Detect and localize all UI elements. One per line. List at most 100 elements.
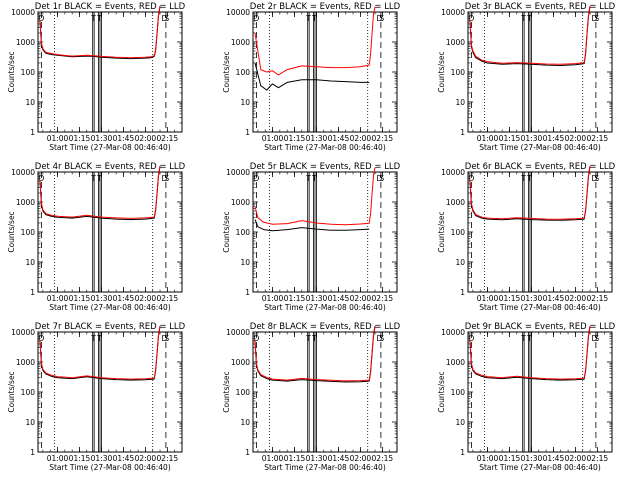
- x-tick-label: 02:15: [587, 294, 609, 303]
- y-tick-label: 100: [236, 388, 251, 397]
- x-tick-label: 02:00: [350, 294, 372, 303]
- flag-label-left: D: [468, 334, 474, 343]
- flag-label-mid: T: [90, 174, 96, 183]
- flag-label-right: S: [164, 334, 169, 343]
- flag-label-right: D: [591, 334, 597, 343]
- x-axis-label: Start Time (27-Mar-08 00:46:40): [49, 143, 171, 152]
- y-tick-label: 100: [21, 68, 36, 77]
- x-tick-label: 01:30: [91, 454, 113, 463]
- y-axis-label: Counts/sec: [437, 51, 446, 92]
- panel-3: Det 3r BLACK = Events, RED = LLD 1 10 100 10…: [437, 2, 616, 152]
- y-axis-label: Counts/sec: [7, 51, 16, 92]
- x-tick-label: 02:15: [157, 134, 179, 143]
- x-axis-label: Start Time (27-Mar-08 00:46:40): [49, 303, 171, 312]
- panel-8: Det 8r BLACK = Events, RED = LLD 1 10 100 10…: [222, 322, 401, 472]
- y-tick-label: 10: [25, 258, 35, 267]
- panel-7: Det 7r BLACK = Events, RED = LLD 1 10 100 10…: [7, 322, 186, 472]
- flag-label-right: D: [161, 14, 167, 23]
- panel-1: Det 1r BLACK = Events, RED = LLD 1 10 100 10…: [7, 2, 186, 152]
- flag-label-right: D: [376, 14, 382, 23]
- flag-label-mid: T: [90, 334, 96, 343]
- y-tick-label: 10000: [11, 328, 35, 337]
- lld-rate-line: [39, 5, 161, 59]
- x-tick-label: 01:00: [262, 134, 284, 143]
- x-tick-label: 01:15: [499, 294, 521, 303]
- flag-label-right: S: [594, 334, 599, 343]
- y-tick-label: 10: [25, 418, 35, 427]
- x-tick-label: 01:45: [543, 294, 565, 303]
- x-tick-label: 02:15: [372, 294, 394, 303]
- x-tick-label: 01:45: [328, 454, 350, 463]
- y-tick-label: 100: [236, 68, 251, 77]
- y-tick-label: 10: [455, 98, 465, 107]
- y-tick-label: 10000: [226, 328, 250, 337]
- plot-frame: [37, 331, 183, 453]
- x-axis-label: Start Time (27-Mar-08 00:46:40): [264, 143, 386, 152]
- flag-label-left: D: [253, 14, 259, 23]
- flag-label-right: S: [379, 174, 384, 183]
- y-axis-label: Counts/sec: [7, 371, 16, 412]
- y-tick-label: 10: [455, 418, 465, 427]
- flag-label-right: S: [164, 14, 169, 23]
- x-tick-label: 02:15: [372, 134, 394, 143]
- y-axis-label: Counts/sec: [437, 371, 446, 412]
- x-tick-label: 01:30: [91, 134, 113, 143]
- x-tick-label: 01:15: [69, 454, 91, 463]
- flag-label-mid: T: [90, 14, 96, 23]
- event-rate-line: [254, 219, 370, 232]
- x-tick-label: 01:30: [91, 294, 113, 303]
- x-axis-label: Start Time (27-Mar-08 00:46:40): [49, 463, 171, 472]
- lld-rate-line: [39, 325, 161, 380]
- flag-label-left: D: [253, 174, 259, 183]
- y-tick-label: 100: [21, 228, 36, 237]
- x-tick-label: 02:00: [565, 294, 587, 303]
- lld-rate-line: [469, 325, 591, 380]
- panel-title: Det 5r BLACK = Events, RED = LLD: [250, 162, 401, 172]
- flag-label-mid: T: [520, 174, 526, 183]
- y-tick-label: 1000: [16, 198, 35, 207]
- flag-label-left: D: [468, 14, 474, 23]
- x-axis-label: Start Time (27-Mar-08 00:46:40): [479, 303, 601, 312]
- x-tick-label: 01:45: [113, 294, 135, 303]
- y-tick-label: 1000: [16, 38, 35, 47]
- x-axis-label: Start Time (27-Mar-08 00:46:40): [479, 463, 601, 472]
- y-tick-label: 1000: [446, 38, 465, 47]
- y-tick-label: 1000: [16, 358, 35, 367]
- flag-label-mid: T: [305, 14, 311, 23]
- x-tick-label: 01:00: [47, 454, 69, 463]
- y-axis-label: Counts/sec: [222, 371, 231, 412]
- flag-label-left: D: [38, 174, 44, 183]
- x-tick-label: 01:00: [262, 454, 284, 463]
- flag-label-mid: T: [311, 14, 317, 23]
- flag-label-mid: T: [96, 334, 102, 343]
- y-tick-label: 10: [240, 98, 250, 107]
- y-tick-label: 1000: [231, 38, 250, 47]
- y-axis-label: Counts/sec: [222, 51, 231, 92]
- y-tick-label: 10000: [11, 8, 35, 17]
- y-tick-label: 1: [30, 448, 35, 457]
- panel-title: Det 6r BLACK = Events, RED = LLD: [465, 162, 616, 172]
- y-tick-label: 1000: [446, 358, 465, 367]
- x-tick-label: 01:15: [284, 294, 306, 303]
- panel-2: Det 2r BLACK = Events, RED = LLD 1 10 100 10…: [222, 2, 401, 152]
- x-tick-label: 01:30: [521, 454, 543, 463]
- panel-title: Det 8r BLACK = Events, RED = LLD: [250, 322, 401, 332]
- x-tick-label: 01:00: [477, 134, 499, 143]
- panel-title: Det 7r BLACK = Events, RED = LLD: [35, 322, 186, 332]
- x-tick-label: 02:00: [565, 454, 587, 463]
- y-tick-label: 1: [30, 128, 35, 137]
- x-axis-label: Start Time (27-Mar-08 00:46:40): [264, 463, 386, 472]
- x-tick-label: 01:15: [284, 454, 306, 463]
- x-tick-label: 01:15: [284, 134, 306, 143]
- x-tick-label: 02:00: [135, 294, 157, 303]
- flag-label-left: D: [468, 174, 474, 183]
- y-tick-label: 10000: [441, 8, 465, 17]
- flag-label-mid: T: [526, 14, 532, 23]
- flag-label-mid: T: [96, 174, 102, 183]
- x-axis-label: Start Time (27-Mar-08 00:46:40): [264, 303, 386, 312]
- flag-label-mid: T: [305, 174, 311, 183]
- y-tick-label: 1: [460, 128, 465, 137]
- x-tick-label: 01:45: [328, 294, 350, 303]
- flag-label-mid: T: [520, 14, 526, 23]
- y-tick-label: 10: [455, 258, 465, 267]
